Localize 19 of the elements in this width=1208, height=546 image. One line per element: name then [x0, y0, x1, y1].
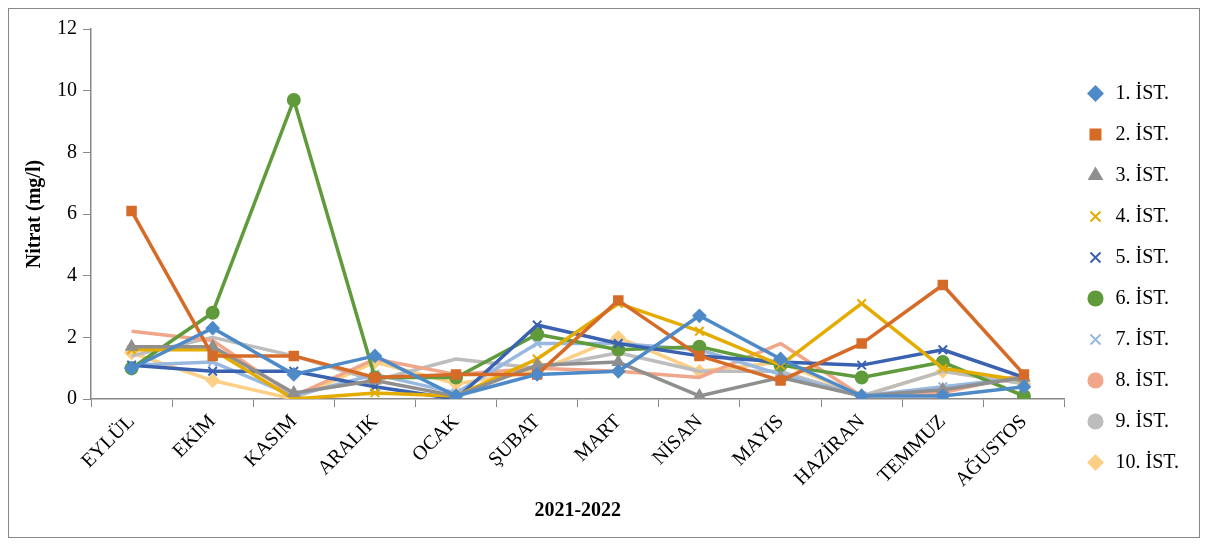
y-tick-label: 10 — [57, 77, 77, 100]
y-tick-label: 8 — [67, 139, 77, 162]
legend-label: 7. İST. — [1115, 326, 1169, 349]
y-tick-label: 2 — [67, 324, 77, 347]
x-axis-title: 2021-2022 — [534, 498, 622, 521]
legend-label: 3. İST. — [1115, 162, 1169, 185]
legend-label: 2. İST. — [1115, 121, 1169, 144]
legend-label: 10. İST. — [1115, 449, 1179, 472]
y-tick-label: 12 — [57, 16, 77, 39]
legend-label: 9. İST. — [1115, 408, 1169, 431]
legend-label: 6. İST. — [1115, 285, 1169, 308]
legend-label: 8. İST. — [1115, 367, 1169, 390]
y-tick-label: 6 — [67, 201, 77, 224]
legend-label: 5. İST. — [1115, 244, 1169, 267]
legend-label: 4. İST. — [1115, 203, 1169, 226]
y-tick-label: 4 — [67, 262, 77, 285]
legend-label: 1. İST. — [1115, 80, 1169, 103]
y-axis-title: Nitrat (mg/l) — [22, 159, 46, 269]
y-tick-label: 0 — [67, 386, 77, 409]
